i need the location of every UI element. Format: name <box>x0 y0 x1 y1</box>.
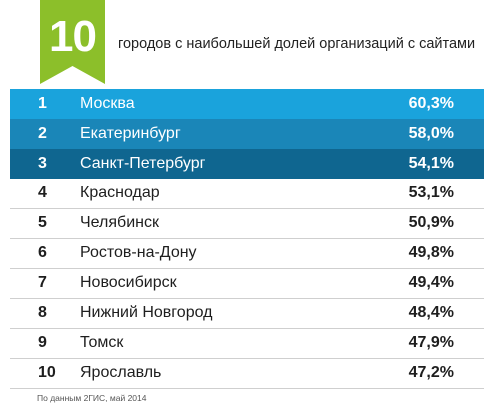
city-label: Санкт-Петербург <box>80 154 206 172</box>
value-label: 48,4% <box>408 304 454 322</box>
rank-label: 6 <box>38 244 47 262</box>
table-row: 6 Ростов-на-Дону 49,8% <box>10 239 484 269</box>
city-label: Краснодар <box>80 184 160 202</box>
header: 10 городов с наибольшей долей организаци… <box>0 0 500 84</box>
city-label: Челябинск <box>80 214 159 232</box>
rank-label: 2 <box>38 124 47 142</box>
city-label: Екатеринбург <box>80 124 181 142</box>
value-label: 60,3% <box>408 94 454 112</box>
table-row: 5 Челябинск 50,9% <box>10 209 484 239</box>
badge-number: 10 <box>49 12 97 61</box>
rank-label: 9 <box>38 334 47 352</box>
table-row: 9 Томск 47,9% <box>10 329 484 359</box>
table-row: 8 Нижний Новгород 48,4% <box>10 299 484 329</box>
value-label: 47,2% <box>408 364 454 382</box>
city-label: Томск <box>80 334 124 352</box>
value-label: 47,9% <box>408 334 454 352</box>
city-label: Ярославль <box>80 364 162 382</box>
city-label: Москва <box>80 94 135 112</box>
city-label: Нижний Новгород <box>80 304 213 322</box>
table-row: 7 Новосибирск 49,4% <box>10 269 484 299</box>
rank-label: 3 <box>38 154 47 172</box>
ribbon-badge: 10 <box>40 0 105 84</box>
source-note: По данным 2ГИС, май 2014 <box>37 393 147 403</box>
value-label: 50,9% <box>408 214 454 232</box>
rank-label: 1 <box>38 94 47 112</box>
value-label: 54,1% <box>408 154 454 172</box>
rank-label: 10 <box>38 364 56 382</box>
rank-label: 5 <box>38 214 47 232</box>
table-row: 2 Екатеринбург 58,0% <box>10 119 484 149</box>
value-label: 53,1% <box>408 184 454 202</box>
table-row: 3 Санкт-Петербург 54,1% <box>10 149 484 179</box>
ranking-table: 1 Москва 60,3% 2 Екатеринбург 58,0% 3 Санкт-Пет… <box>10 89 484 389</box>
city-label: Новосибирск <box>80 274 177 292</box>
table-row: 10 Ярославль 47,2% <box>10 359 484 389</box>
table-row: 4 Краснодар 53,1% <box>10 179 484 209</box>
value-label: 49,8% <box>408 244 454 262</box>
rank-label: 8 <box>38 304 47 322</box>
ribbon-icon <box>40 0 105 84</box>
city-label: Ростов-на-Дону <box>80 244 197 262</box>
value-label: 49,4% <box>408 274 454 292</box>
value-label: 58,0% <box>408 124 454 142</box>
rank-label: 7 <box>38 274 47 292</box>
chart-title: городов с наибольшей долей организаций с… <box>118 36 476 52</box>
rank-label: 4 <box>38 184 47 202</box>
table-row: 1 Москва 60,3% <box>10 89 484 119</box>
